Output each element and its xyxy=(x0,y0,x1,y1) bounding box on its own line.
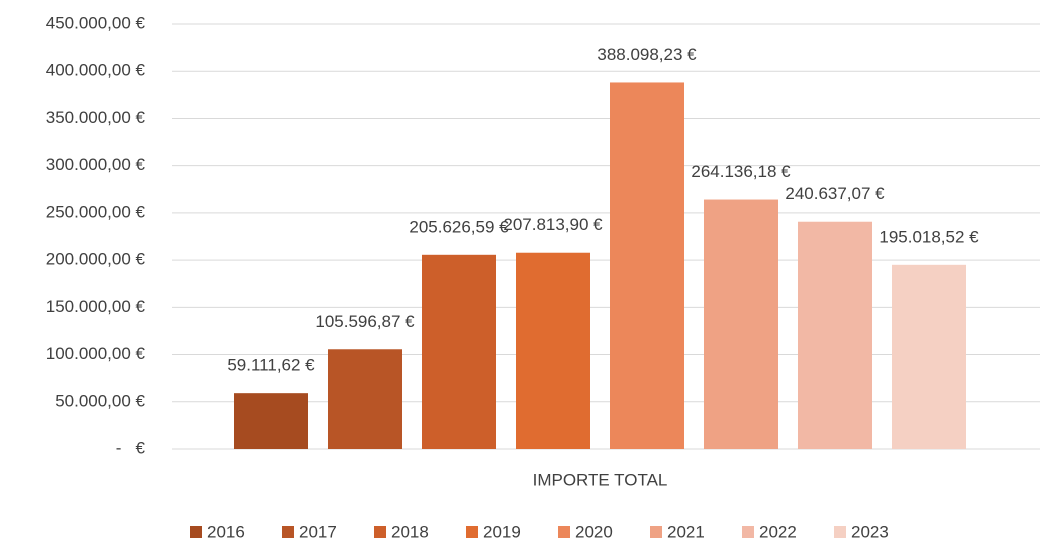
y-tick-label: 250.000,00 € xyxy=(46,202,146,221)
y-tick-label: 300.000,00 € xyxy=(46,155,146,174)
legend-swatch xyxy=(374,526,386,538)
y-tick-label: 150.000,00 € xyxy=(46,297,146,316)
bar xyxy=(798,221,872,449)
legend-label: 2023 xyxy=(851,522,889,541)
legend-swatch xyxy=(650,526,662,538)
bar xyxy=(422,254,496,449)
bar xyxy=(328,349,402,449)
legend-label: 2021 xyxy=(667,522,705,541)
data-label: 388.098,23 € xyxy=(597,45,697,64)
y-tick-label: 400.000,00 € xyxy=(46,61,146,80)
x-tick-label: IMPORTE TOTAL xyxy=(533,470,668,489)
data-label: 195.018,52 € xyxy=(879,227,979,246)
legend-label: 2020 xyxy=(575,522,613,541)
bar xyxy=(516,252,590,449)
legend-label: 2019 xyxy=(483,522,521,541)
legend-label: 2018 xyxy=(391,522,429,541)
data-label: 207.813,90 € xyxy=(503,215,603,234)
data-label: 240.637,07 € xyxy=(785,184,885,203)
data-label: 105.596,87 € xyxy=(315,312,415,331)
data-label: 205.626,59 € xyxy=(409,217,509,236)
legend-swatch xyxy=(190,526,202,538)
legend-swatch xyxy=(282,526,294,538)
y-tick-label: - € xyxy=(116,438,146,457)
legend-label: 2017 xyxy=(299,522,337,541)
legend-label: 2016 xyxy=(207,522,245,541)
y-tick-label: 50.000,00 € xyxy=(55,391,145,410)
y-tick-label: 200.000,00 € xyxy=(46,250,146,269)
data-label: 59.111,62 € xyxy=(227,356,315,375)
y-tick-label: 350.000,00 € xyxy=(46,108,146,127)
legend-swatch xyxy=(742,526,754,538)
data-label: 264.136,18 € xyxy=(691,162,791,181)
legend-label: 2022 xyxy=(759,522,797,541)
y-tick-label: 100.000,00 € xyxy=(46,344,146,363)
y-tick-label: 450.000,00 € xyxy=(46,13,146,32)
bar xyxy=(892,264,966,449)
bar xyxy=(704,199,778,449)
bar xyxy=(610,82,684,450)
legend-swatch xyxy=(558,526,570,538)
legend-swatch xyxy=(466,526,478,538)
legend-swatch xyxy=(834,526,846,538)
bar xyxy=(234,393,308,449)
